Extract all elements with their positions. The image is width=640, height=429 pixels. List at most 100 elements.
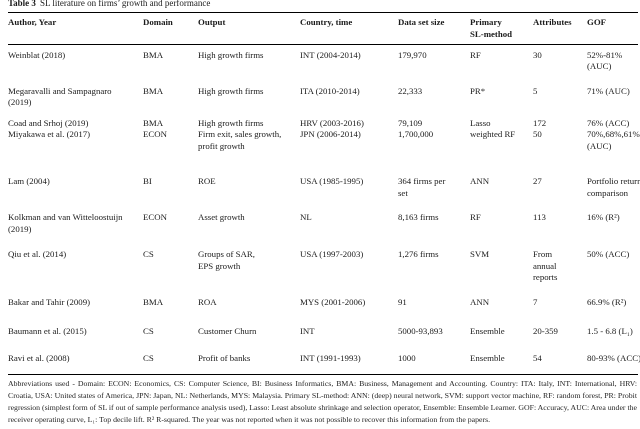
cell-author-year: Megaravalli and Sampagnaro (2019) — [8, 85, 112, 108]
table-row: Miyakawa et al. (2017) ECON Firm exit, s… — [8, 129, 640, 152]
cell-primary-sl-method: Ensemble — [470, 326, 505, 336]
cell-data-set-size: 5000-93,893 — [398, 326, 443, 336]
column-header-output: Output — [198, 17, 226, 27]
cell-output: Asset growth — [198, 212, 245, 222]
cell-primary-sl-method: Lasso — [470, 117, 491, 128]
cell-country-time: NL — [300, 212, 312, 222]
column-header-attributes: Attributes — [533, 17, 572, 27]
cell-author-year: Coad and Srhoj (2019) — [8, 117, 89, 128]
cell-primary-sl-method: RF — [470, 212, 481, 222]
cell-attributes: 172 — [533, 117, 547, 128]
cell-primary-sl-method: ANN — [470, 296, 490, 307]
cell-output: ROA — [198, 296, 217, 307]
table-row: Coad and Srhoj (2019) BMA High growth fi… — [8, 118, 638, 130]
cell-output: High growth firms — [198, 85, 264, 96]
table-caption-text: SL literature on firms’ growth and perfo… — [39, 0, 211, 8]
cell-attributes: 7 — [533, 296, 538, 307]
column-header-author-year: Author, Year — [8, 17, 57, 27]
cell-country-time: HRV (2003-2016) — [300, 117, 364, 128]
cell-primary-sl-method: Ensemble — [470, 352, 505, 363]
cell-country-time: ITA (2010-2014) — [300, 85, 360, 96]
cell-output: Groups of SAR, EPS growth — [198, 249, 255, 271]
cell-data-set-size: 1,276 firms — [398, 249, 439, 259]
cell-country-time: INT — [300, 326, 315, 336]
cell-gof: 76% (ACC) — [587, 117, 630, 128]
table-row: Ravi et al. (2008) CS Profit of banks IN… — [8, 352, 640, 365]
cell-domain: ECON — [143, 129, 167, 139]
cell-country-time: USA (1997-2003) — [300, 249, 364, 259]
cell-attributes: 5 — [533, 85, 538, 96]
cell-data-set-size: 364 firms per set — [398, 176, 446, 198]
table-caption-label: Table 3 — [8, 0, 36, 8]
column-header-primary-sl-method: Primary SL-method — [470, 17, 513, 39]
cell-author-year: Kolkman and van Witteloostuijn (2019) — [8, 212, 123, 234]
cell-gof: 52%-81% (AUC) — [587, 49, 623, 72]
cell-domain: BMA — [143, 49, 164, 60]
table-footnote: Abbreviations used - Domain: ECON: Econo… — [8, 379, 637, 424]
table-row: Baumann et al. (2015) CS Customer Churn … — [8, 326, 638, 338]
cell-output: Firm exit, sales growth, profit growth — [198, 129, 282, 151]
cell-gof: 66.9% (R²) — [587, 296, 627, 307]
cell-gof: 1.5 - 6.8 (L₁) — [587, 326, 633, 336]
table-body: Weinblat (2018) BMA High growth firms IN… — [8, 45, 640, 365]
cell-domain: BMA — [143, 296, 164, 307]
cell-data-set-size: 1000 — [398, 352, 416, 363]
cell-output: Customer Churn — [198, 326, 257, 336]
table-row: Kolkman and van Witteloostuijn (2019) EC… — [8, 212, 638, 235]
cell-author-year: Miyakawa et al. (2017) — [8, 129, 91, 139]
table-row: Qiu et al. (2014) CS Groups of SAR, EPS … — [8, 249, 638, 284]
cell-domain: BMA — [143, 117, 164, 128]
cell-attributes: 50 — [533, 129, 542, 139]
cell-domain: BMA — [143, 85, 164, 96]
cell-author-year: Qiu et al. (2014) — [8, 249, 67, 259]
cell-author-year: Ravi et al. (2008) — [8, 352, 70, 363]
table-row: Weinblat (2018) BMA High growth firms IN… — [8, 50, 638, 73]
column-header-data-set-size: Data set size — [398, 17, 445, 27]
table-caption: Table 3 SL literature on firms’ growth an… — [8, 0, 638, 10]
cell-attributes: 113 — [533, 212, 546, 222]
cell-output: Profit of banks — [198, 352, 251, 363]
cell-gof: 71% (AUC) — [587, 85, 630, 96]
cell-primary-sl-method: SVM — [470, 249, 490, 259]
table-header-row: Author, Year Domain Output Country, time… — [8, 13, 638, 40]
cell-data-set-size: 22,333 — [398, 85, 423, 96]
cell-domain: CS — [143, 249, 154, 259]
cell-attributes: 54 — [533, 352, 542, 363]
column-header-country-time: Country, time — [300, 17, 353, 27]
cell-data-set-size: 1,700,000 — [398, 129, 434, 139]
cell-gof: 50% (ACC) — [587, 249, 630, 259]
cell-country-time: MYS (2001-2006) — [300, 296, 366, 307]
cell-country-time: INT (2004-2014) — [300, 49, 361, 60]
cell-attributes: 20-359 — [533, 326, 558, 336]
cell-output: High growth firms — [198, 49, 264, 60]
cell-domain: CS — [143, 352, 154, 363]
cell-data-set-size: 8,163 firms — [398, 212, 439, 222]
cell-data-set-size: 179,970 — [398, 49, 427, 60]
top-rule — [8, 12, 638, 13]
cell-domain: CS — [143, 326, 154, 336]
cell-author-year: Bakar and Tahir (2009) — [8, 296, 91, 307]
cell-gof: 16% (R²) — [587, 212, 620, 222]
cell-output: ROE — [198, 176, 216, 186]
cell-data-set-size: 79,109 — [398, 117, 423, 128]
column-header-gof: GOF — [587, 17, 607, 27]
column-header-domain: Domain — [143, 17, 173, 27]
cell-gof: 80-93% (ACC) — [587, 352, 640, 363]
cell-author-year: Lam (2004) — [8, 176, 50, 186]
cell-primary-sl-method: weighted RF — [470, 129, 516, 139]
cell-author-year: Weinblat (2018) — [8, 49, 66, 60]
cell-country-time: INT (1991-1993) — [300, 352, 361, 363]
cell-data-set-size: 91 — [398, 296, 407, 307]
cell-output: High growth firms — [198, 117, 264, 128]
bottom-rule — [8, 374, 638, 375]
cell-attributes: From annual reports — [533, 249, 558, 282]
cell-country-time: USA (1985-1995) — [300, 176, 364, 186]
cell-author-year: Baumann et al. (2015) — [8, 326, 87, 336]
cell-gof: Portfolio return comparison — [587, 176, 640, 198]
cell-domain: BI — [143, 176, 152, 186]
table-row: Bakar and Tahir (2009) BMA ROA MYS (2001… — [8, 297, 638, 309]
cell-gof: 70%,68%,61% (AUC) — [587, 129, 640, 151]
table-row: Lam (2004) BI ROE USA (1985-1995) 364 fi… — [8, 176, 640, 199]
cell-attributes: 27 — [533, 176, 542, 186]
